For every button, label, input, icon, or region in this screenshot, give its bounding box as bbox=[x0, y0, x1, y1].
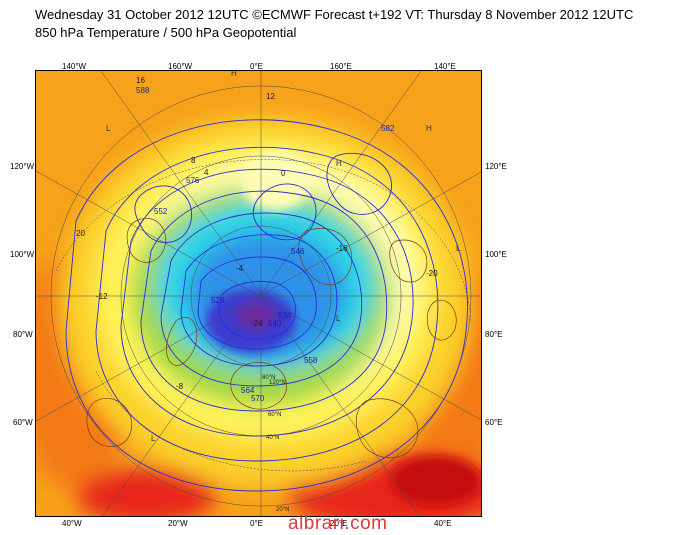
lon-label-right-4: 60°E bbox=[485, 418, 503, 427]
lon-label-bottom-1: 40°W bbox=[62, 519, 82, 528]
latitude-label: 60°N bbox=[268, 412, 281, 418]
temperature-contour-label: 8 bbox=[191, 156, 196, 165]
geopotential-contour-label: 546 bbox=[291, 247, 305, 256]
lon-label-right-3: 80°E bbox=[485, 330, 503, 339]
temperature-contour-label: -16 bbox=[336, 244, 348, 253]
graticule bbox=[36, 71, 481, 516]
polar-stereographic-map: H H H L L L L 552 576 528 564 570 540 546 558 53… bbox=[35, 70, 482, 517]
temperature-contour-label: 4 bbox=[204, 168, 209, 177]
temperature-contour-label: -24 bbox=[251, 319, 263, 328]
lon-label-right-1: 120°E bbox=[485, 162, 507, 171]
geopotential-contour-label: 588 bbox=[136, 86, 150, 95]
lon-label-bottom-4: 20°E bbox=[330, 519, 348, 528]
cool-cell-north bbox=[241, 151, 311, 211]
temperature-label-layer: 16 12 84 0 -4 20 -12 -8 -16 -20 -24 120°N 20°N 80°N 40… bbox=[76, 76, 438, 513]
latitude-label: 80°N bbox=[262, 375, 275, 381]
coastlines bbox=[86, 218, 457, 459]
lon-label-bottom-3: 0°E bbox=[250, 519, 263, 528]
geopotential-contour-label: 552 bbox=[154, 207, 168, 216]
geopotential-contour-label: 564 bbox=[241, 386, 255, 395]
low-marker: L bbox=[336, 314, 341, 323]
temperature-contour-label: -20 bbox=[426, 269, 438, 278]
lon-label-bottom-2: 20°W bbox=[168, 519, 188, 528]
geopotential-contour-label: 540 bbox=[268, 319, 282, 328]
lon-label-top-3: 0°E bbox=[250, 62, 263, 71]
low-marker: L bbox=[151, 434, 156, 443]
lon-label-top-5: 140°E bbox=[434, 62, 456, 71]
geopotential-contour-label: 570 bbox=[251, 394, 265, 403]
lon-label-left-1: 120°W bbox=[10, 162, 35, 171]
lon-label-left-4: 60°W bbox=[13, 418, 33, 427]
low-marker: L bbox=[456, 244, 461, 253]
lon-label-left-3: 80°W bbox=[13, 330, 33, 339]
temperature-contour-label: 12 bbox=[266, 92, 275, 101]
geopotential-contour-label: 576 bbox=[186, 176, 200, 185]
geopotential-contour-label: 558 bbox=[304, 356, 318, 365]
latitude-label: 40°N bbox=[266, 435, 279, 441]
lon-label-bottom-5: 40°E bbox=[434, 519, 452, 528]
watermark-text: albrari.com bbox=[288, 513, 388, 534]
hot-spot-south-east bbox=[391, 456, 481, 506]
purple-core bbox=[236, 302, 276, 330]
temperature-contour-label: 16 bbox=[136, 76, 145, 85]
temperature-contour-label: 20 bbox=[76, 229, 85, 238]
low-marker: L bbox=[106, 124, 111, 133]
temperature-contour-label: -4 bbox=[236, 264, 244, 273]
latitude-label: 120°N bbox=[269, 380, 286, 386]
geopotential-contour-label: 528 bbox=[211, 296, 225, 305]
lon-label-top-4: 160°E bbox=[330, 62, 352, 71]
temperature-contour-label: -8 bbox=[176, 382, 184, 391]
pressure-markers: H H H L L L L bbox=[106, 71, 461, 443]
high-marker: H bbox=[336, 159, 342, 168]
temperature-contour-label: 0 bbox=[281, 169, 286, 178]
lon-label-top-2: 160°W bbox=[168, 62, 193, 71]
geopotential-contour-label: 582 bbox=[381, 124, 395, 133]
temperature-contour-label: -12 bbox=[96, 292, 108, 301]
latitude-label: 20°N bbox=[276, 507, 289, 513]
lon-label-top-1: 140°W bbox=[62, 62, 87, 71]
lon-label-left-2: 100°W bbox=[10, 250, 35, 259]
high-marker: H bbox=[426, 124, 432, 133]
forecast-title: Wednesday 31 October 2012 12UTC ©ECMWF F… bbox=[35, 7, 634, 22]
forecast-subtitle: 850 hPa Temperature / 500 hPa Geopotenti… bbox=[35, 25, 297, 40]
geopotential-contour-label: 534 bbox=[278, 311, 292, 320]
lon-label-right-2: 100°E bbox=[485, 250, 507, 259]
high-marker: H bbox=[231, 71, 237, 78]
